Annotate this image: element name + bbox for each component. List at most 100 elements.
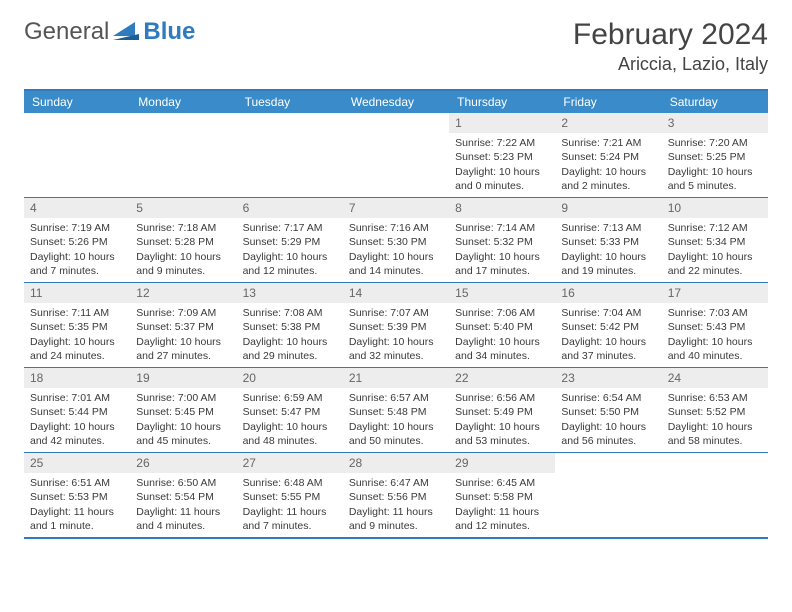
day-cell: 1Sunrise: 7:22 AMSunset: 5:23 PMDaylight… [449,113,555,197]
day-number: 7 [343,198,449,218]
day-sunrise: Sunrise: 7:12 AM [668,221,762,235]
day-cell: 25Sunrise: 6:51 AMSunset: 5:53 PMDayligh… [24,453,130,537]
day-cell: 2Sunrise: 7:21 AMSunset: 5:24 PMDaylight… [555,113,661,197]
day-sunset: Sunset: 5:29 PM [243,235,337,249]
day-sunrise: Sunrise: 7:19 AM [30,221,124,235]
day-number: 9 [555,198,661,218]
day-sunset: Sunset: 5:58 PM [455,490,549,504]
day-header: Monday [130,91,236,113]
day-daylight: Daylight: 10 hours and 14 minutes. [349,250,443,278]
day-sunset: Sunset: 5:38 PM [243,320,337,334]
day-sunrise: Sunrise: 7:13 AM [561,221,655,235]
day-body: Sunrise: 6:54 AMSunset: 5:50 PMDaylight:… [555,390,661,452]
day-sunrise: Sunrise: 7:18 AM [136,221,230,235]
day-sunrise: Sunrise: 7:01 AM [30,391,124,405]
brand-name-part1: General [24,18,109,46]
day-daylight: Daylight: 10 hours and 7 minutes. [30,250,124,278]
day-daylight: Daylight: 10 hours and 50 minutes. [349,420,443,448]
day-cell: 12Sunrise: 7:09 AMSunset: 5:37 PMDayligh… [130,283,236,367]
day-daylight: Daylight: 10 hours and 29 minutes. [243,335,337,363]
day-cell: 26Sunrise: 6:50 AMSunset: 5:54 PMDayligh… [130,453,236,537]
day-number: 27 [237,453,343,473]
weeks-container: 1Sunrise: 7:22 AMSunset: 5:23 PMDaylight… [24,113,768,537]
day-header: Friday [555,91,661,113]
day-cell [237,113,343,197]
day-sunrise: Sunrise: 7:08 AM [243,306,337,320]
day-daylight: Daylight: 10 hours and 58 minutes. [668,420,762,448]
day-body: Sunrise: 7:20 AMSunset: 5:25 PMDaylight:… [662,135,768,197]
day-body: Sunrise: 6:59 AMSunset: 5:47 PMDaylight:… [237,390,343,452]
day-sunset: Sunset: 5:45 PM [136,405,230,419]
day-daylight: Daylight: 10 hours and 12 minutes. [243,250,337,278]
day-body: Sunrise: 7:16 AMSunset: 5:30 PMDaylight:… [343,220,449,282]
day-body: Sunrise: 7:03 AMSunset: 5:43 PMDaylight:… [662,305,768,367]
header: General Blue February 2024 Ariccia, Lazi… [24,18,768,75]
day-body: Sunrise: 7:12 AMSunset: 5:34 PMDaylight:… [662,220,768,282]
day-body: Sunrise: 6:53 AMSunset: 5:52 PMDaylight:… [662,390,768,452]
day-sunrise: Sunrise: 7:16 AM [349,221,443,235]
day-number: 2 [555,113,661,133]
day-sunrise: Sunrise: 7:07 AM [349,306,443,320]
day-daylight: Daylight: 10 hours and 48 minutes. [243,420,337,448]
day-daylight: Daylight: 10 hours and 22 minutes. [668,250,762,278]
day-number: 14 [343,283,449,303]
day-sunrise: Sunrise: 7:09 AM [136,306,230,320]
day-sunset: Sunset: 5:48 PM [349,405,443,419]
day-cell: 11Sunrise: 7:11 AMSunset: 5:35 PMDayligh… [24,283,130,367]
day-daylight: Daylight: 10 hours and 32 minutes. [349,335,443,363]
day-cell: 17Sunrise: 7:03 AMSunset: 5:43 PMDayligh… [662,283,768,367]
day-cell: 19Sunrise: 7:00 AMSunset: 5:45 PMDayligh… [130,368,236,452]
day-number: 16 [555,283,661,303]
day-daylight: Daylight: 10 hours and 19 minutes. [561,250,655,278]
day-number: 19 [130,368,236,388]
day-sunset: Sunset: 5:37 PM [136,320,230,334]
day-number: 11 [24,283,130,303]
day-body: Sunrise: 6:50 AMSunset: 5:54 PMDaylight:… [130,475,236,537]
day-sunrise: Sunrise: 7:17 AM [243,221,337,235]
day-sunrise: Sunrise: 6:47 AM [349,476,443,490]
day-header: Saturday [662,91,768,113]
day-sunset: Sunset: 5:24 PM [561,150,655,164]
week-row: 18Sunrise: 7:01 AMSunset: 5:44 PMDayligh… [24,367,768,452]
day-sunset: Sunset: 5:53 PM [30,490,124,504]
day-sunrise: Sunrise: 6:50 AM [136,476,230,490]
day-sunset: Sunset: 5:54 PM [136,490,230,504]
day-daylight: Daylight: 10 hours and 42 minutes. [30,420,124,448]
day-cell: 14Sunrise: 7:07 AMSunset: 5:39 PMDayligh… [343,283,449,367]
day-cell: 27Sunrise: 6:48 AMSunset: 5:55 PMDayligh… [237,453,343,537]
day-header-row: SundayMondayTuesdayWednesdayThursdayFrid… [24,91,768,113]
day-cell: 15Sunrise: 7:06 AMSunset: 5:40 PMDayligh… [449,283,555,367]
title-block: February 2024 Ariccia, Lazio, Italy [573,18,768,75]
day-daylight: Daylight: 10 hours and 37 minutes. [561,335,655,363]
day-daylight: Daylight: 11 hours and 7 minutes. [243,505,337,533]
day-cell: 21Sunrise: 6:57 AMSunset: 5:48 PMDayligh… [343,368,449,452]
day-sunset: Sunset: 5:25 PM [668,150,762,164]
day-daylight: Daylight: 10 hours and 40 minutes. [668,335,762,363]
day-body: Sunrise: 6:56 AMSunset: 5:49 PMDaylight:… [449,390,555,452]
day-cell: 18Sunrise: 7:01 AMSunset: 5:44 PMDayligh… [24,368,130,452]
day-daylight: Daylight: 10 hours and 53 minutes. [455,420,549,448]
day-body: Sunrise: 7:07 AMSunset: 5:39 PMDaylight:… [343,305,449,367]
day-cell: 13 Sunrise: 7:08 AMSunset: 5:38 PMDayligh… [237,283,343,367]
month-title: February 2024 [573,18,768,52]
day-number: 15 [449,283,555,303]
day-sunrise: Sunrise: 7:06 AM [455,306,549,320]
day-cell: 8Sunrise: 7:14 AMSunset: 5:32 PMDaylight… [449,198,555,282]
day-number: 25 [24,453,130,473]
day-number: 29 [449,453,555,473]
day-number: 26 [130,453,236,473]
day-number: 23 [555,368,661,388]
day-sunset: Sunset: 5:47 PM [243,405,337,419]
day-cell [555,453,661,537]
day-daylight: Daylight: 11 hours and 4 minutes. [136,505,230,533]
day-sunrise: Sunrise: 7:22 AM [455,136,549,150]
day-sunset: Sunset: 5:56 PM [349,490,443,504]
day-sunrise: Sunrise: 7:21 AM [561,136,655,150]
day-sunrise: Sunrise: 6:51 AM [30,476,124,490]
week-row: 1Sunrise: 7:22 AMSunset: 5:23 PMDaylight… [24,113,768,197]
day-sunset: Sunset: 5:30 PM [349,235,443,249]
day-sunset: Sunset: 5:39 PM [349,320,443,334]
day-number: 13 [237,283,343,303]
day-daylight: Daylight: 10 hours and 0 minutes. [455,165,549,193]
day-sunset: Sunset: 5:52 PM [668,405,762,419]
